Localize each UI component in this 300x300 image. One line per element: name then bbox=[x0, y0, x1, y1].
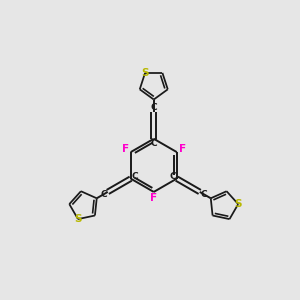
Text: C: C bbox=[100, 190, 106, 199]
Text: S: S bbox=[74, 214, 82, 224]
Text: F: F bbox=[150, 194, 157, 203]
Text: C: C bbox=[201, 190, 208, 199]
Text: C: C bbox=[150, 103, 157, 112]
Text: C: C bbox=[150, 140, 157, 148]
Text: S: S bbox=[234, 199, 242, 209]
Text: S: S bbox=[141, 68, 149, 78]
Text: C: C bbox=[169, 172, 176, 181]
Text: F: F bbox=[179, 144, 186, 154]
Text: C: C bbox=[132, 172, 139, 181]
Text: F: F bbox=[122, 144, 129, 154]
